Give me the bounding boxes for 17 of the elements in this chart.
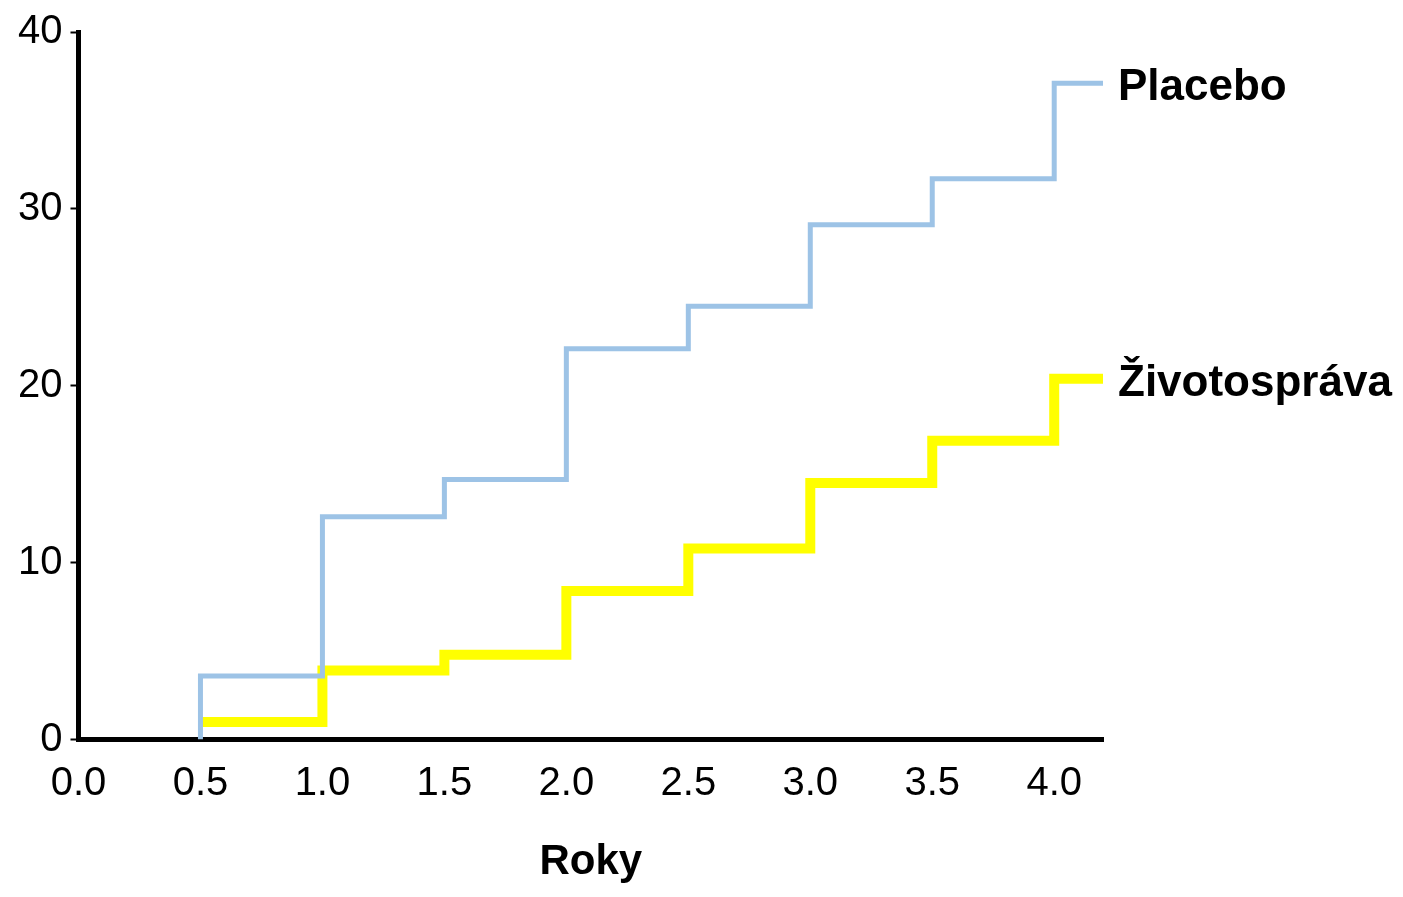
y-tick-label: 20 [17,360,63,405]
x-tick-label: 4.0 [1026,758,1083,803]
y-tick-label: 10 [17,537,63,582]
y-tick-label: 40 [17,7,63,52]
x-tick-label: 2.0 [538,758,595,803]
x-tick-label: 1.0 [294,758,351,803]
y-tick-label: 30 [17,183,63,228]
x-tick-label: 1.5 [416,758,473,803]
series-label: Placebo [1118,60,1287,110]
x-tick-label: 2.5 [660,758,717,803]
x-tick-label: 3.0 [782,758,839,803]
x-tick-label: 0.0 [50,758,107,803]
x-axis-title: Roky [539,836,643,884]
x-tick-label: 0.5 [172,758,229,803]
series-label: Životospráva [1118,355,1393,405]
x-tick-label: 3.5 [904,758,961,803]
y-tick-label: 0 [40,714,63,759]
